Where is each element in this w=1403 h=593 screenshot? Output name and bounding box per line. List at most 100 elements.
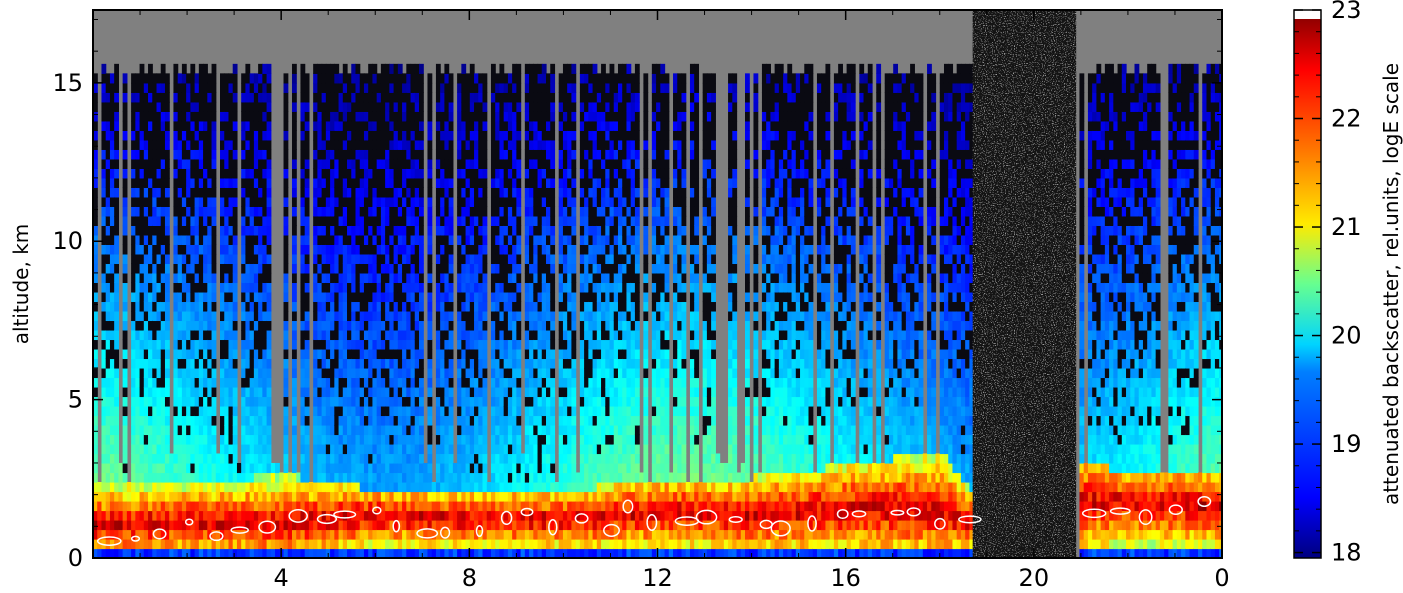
- backscatter-cell: [397, 206, 403, 217]
- backscatter-cell: [122, 320, 128, 331]
- backscatter-cell: [482, 215, 488, 226]
- backscatter-cell: [105, 339, 111, 350]
- backscatter-cell: [393, 472, 399, 483]
- backscatter-cell: [495, 405, 501, 417]
- backscatter-cell: [181, 538, 187, 550]
- backscatter-cell: [262, 168, 268, 179]
- backscatter-cell: [533, 282, 539, 293]
- backscatter-cell: [469, 377, 475, 388]
- backscatter-cell: [537, 538, 543, 550]
- backscatter-cell: [228, 377, 234, 388]
- backscatter-cell: [300, 396, 306, 407]
- backscatter-cell: [372, 339, 378, 350]
- backscatter-cell: [512, 158, 517, 169]
- backscatter-cell: [160, 377, 166, 388]
- backscatter-cell: [173, 196, 179, 207]
- backscatter-cell: [228, 92, 234, 103]
- backscatter-cell: [317, 187, 323, 198]
- backscatter-cell: [220, 168, 225, 179]
- backscatter-cell: [520, 453, 526, 464]
- backscatter-cell: [207, 500, 213, 512]
- backscatter-cell: [194, 500, 200, 512]
- backscatter-cell: [529, 500, 534, 512]
- backscatter-cell: [503, 358, 509, 369]
- backscatter-cell: [558, 424, 564, 436]
- backscatter-cell: [465, 301, 471, 312]
- backscatter-cell: [258, 519, 263, 531]
- backscatter-cell: [313, 491, 318, 502]
- backscatter-cell: [220, 377, 225, 388]
- backscatter-cell: [533, 348, 539, 360]
- backscatter-cell: [537, 415, 543, 426]
- backscatter-cell: [173, 158, 179, 169]
- backscatter-cell: [338, 282, 344, 293]
- backscatter-cell: [355, 301, 361, 312]
- backscatter-cell: [181, 291, 187, 303]
- backscatter-cell: [190, 120, 196, 131]
- backscatter-cell: [300, 187, 306, 198]
- backscatter-cell: [440, 177, 445, 188]
- backscatter-cell: [427, 405, 433, 417]
- backscatter-cell: [156, 215, 162, 226]
- backscatter-cell: [507, 215, 513, 226]
- backscatter-cell: [334, 130, 340, 141]
- backscatter-cell: [461, 149, 467, 160]
- backscatter-cell: [152, 329, 158, 341]
- backscatter-cell: [562, 396, 568, 407]
- backscatter-cell: [469, 529, 475, 540]
- backscatter-cell: [317, 519, 323, 531]
- backscatter-cell: [397, 415, 403, 426]
- backscatter-cell: [406, 377, 412, 388]
- backscatter-cell: [338, 519, 344, 531]
- backscatter-cell: [317, 462, 323, 474]
- backscatter-cell: [330, 538, 335, 550]
- backscatter-cell: [245, 472, 251, 483]
- backscatter-cell: [220, 310, 225, 322]
- backscatter-cell: [376, 282, 382, 293]
- backscatter-cell: [507, 548, 513, 558]
- backscatter-cell: [160, 139, 166, 150]
- backscatter-cell: [190, 367, 196, 379]
- backscatter-cell: [562, 510, 568, 521]
- backscatter-cell: [198, 481, 204, 493]
- backscatter-cell: [232, 358, 238, 369]
- backscatter-cell: [558, 415, 564, 426]
- backscatter-cell: [355, 120, 361, 131]
- backscatter-cell: [435, 101, 441, 112]
- backscatter-cell: [397, 310, 403, 322]
- backscatter-cell: [220, 519, 225, 531]
- backscatter-cell: [385, 101, 390, 112]
- backscatter-cell: [186, 149, 191, 160]
- backscatter-cell: [135, 111, 141, 122]
- backscatter-cell: [342, 120, 348, 131]
- backscatter-cell: [190, 386, 196, 398]
- backscatter-cell: [342, 529, 348, 540]
- backscatter-cell: [245, 453, 251, 464]
- backscatter-cell: [558, 196, 564, 207]
- backscatter-cell: [495, 386, 501, 398]
- backscatter-cell: [503, 481, 509, 493]
- backscatter-cell: [347, 92, 352, 103]
- backscatter-cell: [402, 177, 407, 188]
- backscatter-cell: [529, 111, 534, 122]
- backscatter-cell: [109, 415, 115, 426]
- backscatter-cell: [186, 301, 191, 312]
- backscatter-cell: [114, 244, 119, 255]
- backscatter-cell: [186, 424, 191, 436]
- backscatter-cell: [93, 196, 98, 207]
- backscatter-cell: [419, 462, 424, 474]
- backscatter-cell: [507, 196, 513, 207]
- backscatter-cell: [444, 120, 450, 131]
- backscatter-cell: [291, 187, 297, 198]
- backscatter-cell: [435, 215, 441, 226]
- backscatter-cell: [317, 215, 323, 226]
- backscatter-cell: [512, 519, 517, 531]
- backscatter-cell: [313, 158, 318, 169]
- backscatter-cell: [503, 177, 509, 188]
- backscatter-cell: [376, 320, 382, 331]
- backscatter-cell: [457, 462, 462, 474]
- backscatter-cell: [143, 462, 149, 474]
- backscatter-cell: [186, 329, 191, 341]
- backscatter-cell: [245, 63, 251, 74]
- backscatter-cell: [359, 348, 365, 360]
